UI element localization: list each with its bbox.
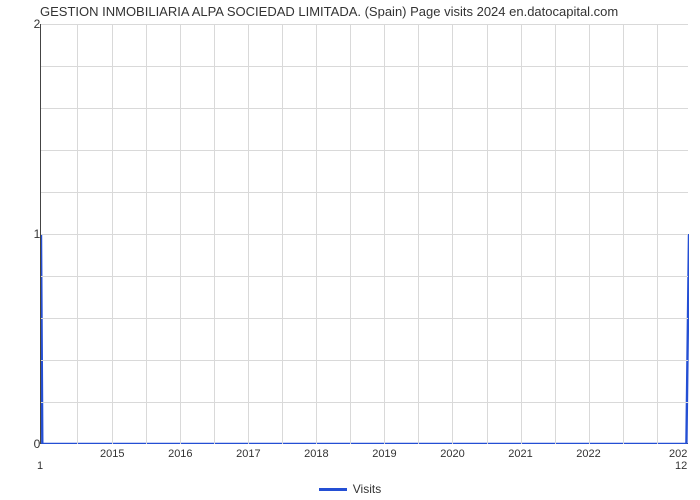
- chart-title: GESTION INMOBILIARIA ALPA SOCIEDAD LIMIT…: [40, 4, 690, 19]
- gridline-horizontal: [41, 402, 688, 403]
- legend-swatch: [319, 488, 347, 491]
- gridline-horizontal: [41, 360, 688, 361]
- x-axis-right-label: 202: [669, 448, 687, 460]
- x-axis-tick: 2022: [576, 448, 600, 460]
- gridline-horizontal: [41, 150, 688, 151]
- plot-area: 0122015201620172018201920202021202211220…: [40, 24, 688, 444]
- x-axis-tick: 2017: [236, 448, 260, 460]
- y-axis-tick: 1: [34, 227, 41, 241]
- gridline-horizontal: [41, 234, 688, 235]
- gridline-horizontal: [41, 24, 688, 25]
- series-line-visits: [41, 234, 689, 444]
- gridline-horizontal: [41, 276, 688, 277]
- x-axis-start-label: 1: [37, 460, 43, 472]
- y-axis-tick: 2: [34, 17, 41, 31]
- chart-container: GESTION INMOBILIARIA ALPA SOCIEDAD LIMIT…: [0, 0, 700, 500]
- gridline-horizontal: [41, 192, 688, 193]
- gridline-horizontal: [41, 318, 688, 319]
- legend: Visits: [0, 482, 700, 496]
- x-axis-tick: 2021: [508, 448, 532, 460]
- x-axis-tick: 2015: [100, 448, 124, 460]
- x-axis-tick: 2018: [304, 448, 328, 460]
- legend-label: Visits: [353, 482, 381, 496]
- gridline-horizontal: [41, 108, 688, 109]
- x-axis-end-label: 12: [675, 460, 687, 472]
- x-axis-tick: 2020: [440, 448, 464, 460]
- x-axis-tick: 2016: [168, 448, 192, 460]
- x-axis-tick: 2019: [372, 448, 396, 460]
- gridline-horizontal: [41, 66, 688, 67]
- y-axis-tick: 0: [34, 437, 41, 451]
